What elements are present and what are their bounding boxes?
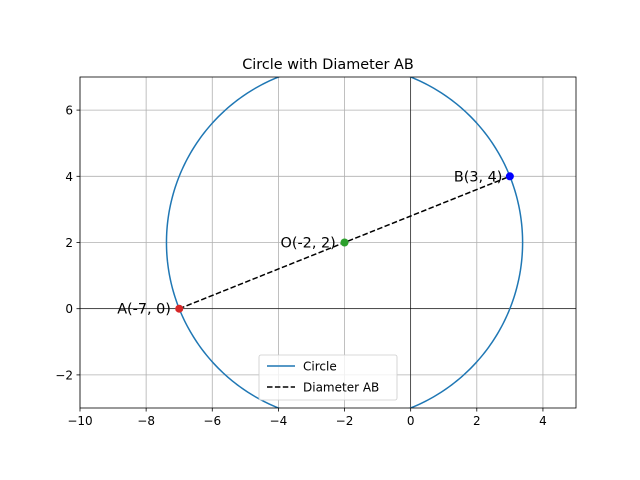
point-marker — [505, 172, 514, 181]
legend-label: Diameter AB — [303, 381, 379, 395]
point-label: B(3, 4) — [454, 169, 503, 185]
y-tick-label: −2 — [55, 368, 73, 382]
legend-label: Circle — [303, 360, 337, 374]
x-tick-label: 4 — [539, 414, 547, 428]
y-tick-label: 4 — [65, 170, 73, 184]
point-marker — [175, 304, 184, 313]
y-tick-label: 0 — [65, 302, 73, 316]
x-tick-label: −8 — [137, 414, 155, 428]
point-markers — [175, 172, 514, 313]
point-label: O(-2, 2) — [281, 236, 336, 252]
legend: Circle Diameter AB — [258, 354, 398, 401]
point-labels: A(-7, 0) B(3, 4) O(-2, 2) — [117, 169, 502, 317]
point-label: A(-7, 0) — [117, 302, 171, 318]
x-tick-label: −10 — [67, 414, 92, 428]
point-marker — [340, 238, 349, 247]
axis-ticks: −10 −8 −6 −4 −2 0 2 4 −2 0 2 4 6 — [55, 104, 546, 428]
x-tick-label: −6 — [203, 414, 221, 428]
y-tick-label: 2 — [65, 236, 73, 250]
circle-line — [165, 77, 524, 408]
chart-title: Circle with Diameter AB — [242, 57, 414, 73]
x-tick-label: −2 — [336, 414, 354, 428]
reference-lines — [80, 77, 576, 408]
x-tick-label: 2 — [473, 414, 481, 428]
x-tick-label: 0 — [407, 414, 415, 428]
y-tick-label: 6 — [65, 104, 73, 118]
x-tick-label: −4 — [270, 414, 288, 428]
